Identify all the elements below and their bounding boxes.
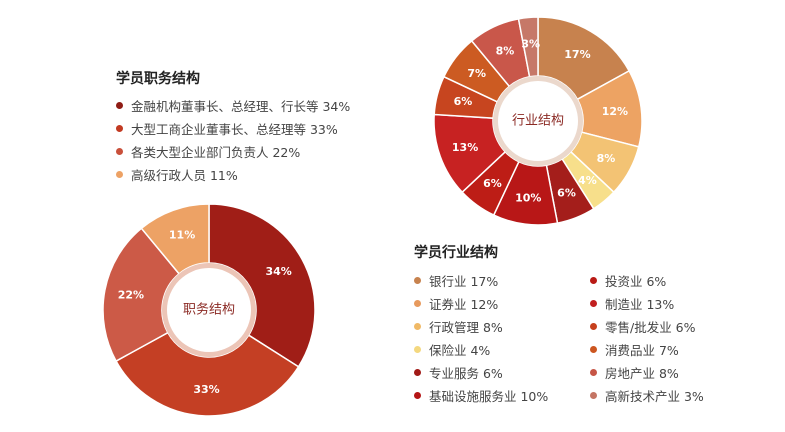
position-donut: 34% 33% 22% 11% 职务结构	[102, 203, 316, 417]
legend-item: 大型工商企业董事长、总经理等 33%	[116, 117, 350, 140]
legend-item: 银行业 17%	[414, 269, 548, 292]
legend-dot-icon	[590, 346, 597, 353]
industry-donut-value-label: 12%	[602, 105, 628, 118]
industry-donut-value-label: 13%	[452, 141, 478, 154]
legend-dot-icon	[414, 300, 421, 307]
legend-item: 投资业 6%	[590, 269, 704, 292]
legend-item: 行政管理 8%	[414, 315, 548, 338]
legend-item: 房地产业 8%	[590, 361, 704, 384]
legend-label: 行政管理 8%	[429, 320, 503, 335]
legend-label: 银行业 17%	[429, 274, 499, 289]
industry-chart-title: 学员行业结构	[414, 245, 498, 261]
legend-item: 证券业 12%	[414, 292, 548, 315]
industry-donut-value-label: 8%	[496, 44, 515, 57]
legend-dot-icon	[590, 323, 597, 330]
industry-legend-column-1: 银行业 17% 证券业 12% 行政管理 8% 保险业 4% 专业服务 6% 基础设施服务…	[414, 269, 548, 407]
legend-item: 专业服务 6%	[414, 361, 548, 384]
legend-item: 高级行政人员 11%	[116, 163, 350, 186]
position-donut-value-label: 11%	[169, 229, 195, 242]
legend-label: 制造业 13%	[605, 297, 675, 312]
position-chart-title: 学员职务结构	[116, 71, 200, 87]
industry-donut: 17%12%8%4%6%10%6%13%6%7%8%3%行业结构	[433, 16, 643, 226]
legend-dot-icon	[116, 171, 123, 178]
legend-item: 金融机构董事长、总经理、行长等 34%	[116, 94, 350, 117]
legend-dot-icon	[414, 277, 421, 284]
legend-label: 投资业 6%	[605, 274, 667, 289]
position-legend: 金融机构董事长、总经理、行长等 34% 大型工商企业董事长、总经理等 33% 各类大…	[116, 94, 350, 186]
legend-label: 专业服务 6%	[429, 366, 503, 381]
legend-label: 消费品业 7%	[605, 343, 679, 358]
industry-donut-value-label: 6%	[454, 95, 473, 108]
industry-donut-value-label: 17%	[564, 48, 590, 61]
legend-item: 零售/批发业 6%	[590, 315, 704, 338]
industry-donut-hole	[498, 81, 578, 161]
legend-label: 金融机构董事长、总经理、行长等 34%	[131, 99, 351, 114]
industry-donut-value-label: 8%	[597, 152, 616, 165]
legend-label: 保险业 4%	[429, 343, 491, 358]
legend-dot-icon	[590, 392, 597, 399]
position-donut-hole	[167, 268, 251, 352]
industry-donut-value-label: 4%	[578, 174, 597, 187]
position-donut-value-label: 33%	[193, 383, 219, 396]
legend-label: 基础设施服务业 10%	[429, 389, 549, 404]
legend-dot-icon	[116, 148, 123, 155]
industry-donut-value-label: 3%	[521, 37, 540, 50]
legend-label: 高新技术产业 3%	[605, 389, 704, 404]
industry-legend-column-2: 投资业 6% 制造业 13% 零售/批发业 6% 消费品业 7% 房地产业 8% 高新技术…	[590, 269, 704, 407]
legend-dot-icon	[414, 323, 421, 330]
legend-label: 高级行政人员 11%	[131, 168, 238, 183]
position-donut-value-label: 22%	[118, 289, 144, 302]
legend-dot-icon	[414, 346, 421, 353]
legend-item: 高新技术产业 3%	[590, 384, 704, 407]
legend-dot-icon	[590, 300, 597, 307]
position-donut-center-label: 职务结构	[183, 302, 235, 318]
legend-dot-icon	[116, 102, 123, 109]
industry-donut-value-label: 7%	[467, 67, 486, 80]
industry-donut-value-label: 6%	[557, 187, 576, 200]
position-donut-value-label: 34%	[265, 265, 291, 278]
legend-item: 基础设施服务业 10%	[414, 384, 548, 407]
industry-donut-value-label: 6%	[483, 177, 502, 190]
legend-dot-icon	[414, 369, 421, 376]
legend-dot-icon	[590, 369, 597, 376]
legend-dot-icon	[414, 392, 421, 399]
industry-donut-value-label: 10%	[515, 191, 541, 204]
legend-label: 零售/批发业 6%	[605, 320, 696, 335]
legend-item: 消费品业 7%	[590, 338, 704, 361]
legend-label: 证券业 12%	[429, 297, 499, 312]
legend-item: 各类大型企业部门负责人 22%	[116, 140, 350, 163]
legend-dot-icon	[590, 277, 597, 284]
legend-label: 大型工商企业董事长、总经理等 33%	[131, 122, 338, 137]
industry-donut-center-label: 行业结构	[512, 114, 564, 129]
legend-item: 保险业 4%	[414, 338, 548, 361]
legend-item: 制造业 13%	[590, 292, 704, 315]
legend-label: 房地产业 8%	[605, 366, 679, 381]
legend-label: 各类大型企业部门负责人 22%	[131, 145, 301, 160]
legend-dot-icon	[116, 125, 123, 132]
